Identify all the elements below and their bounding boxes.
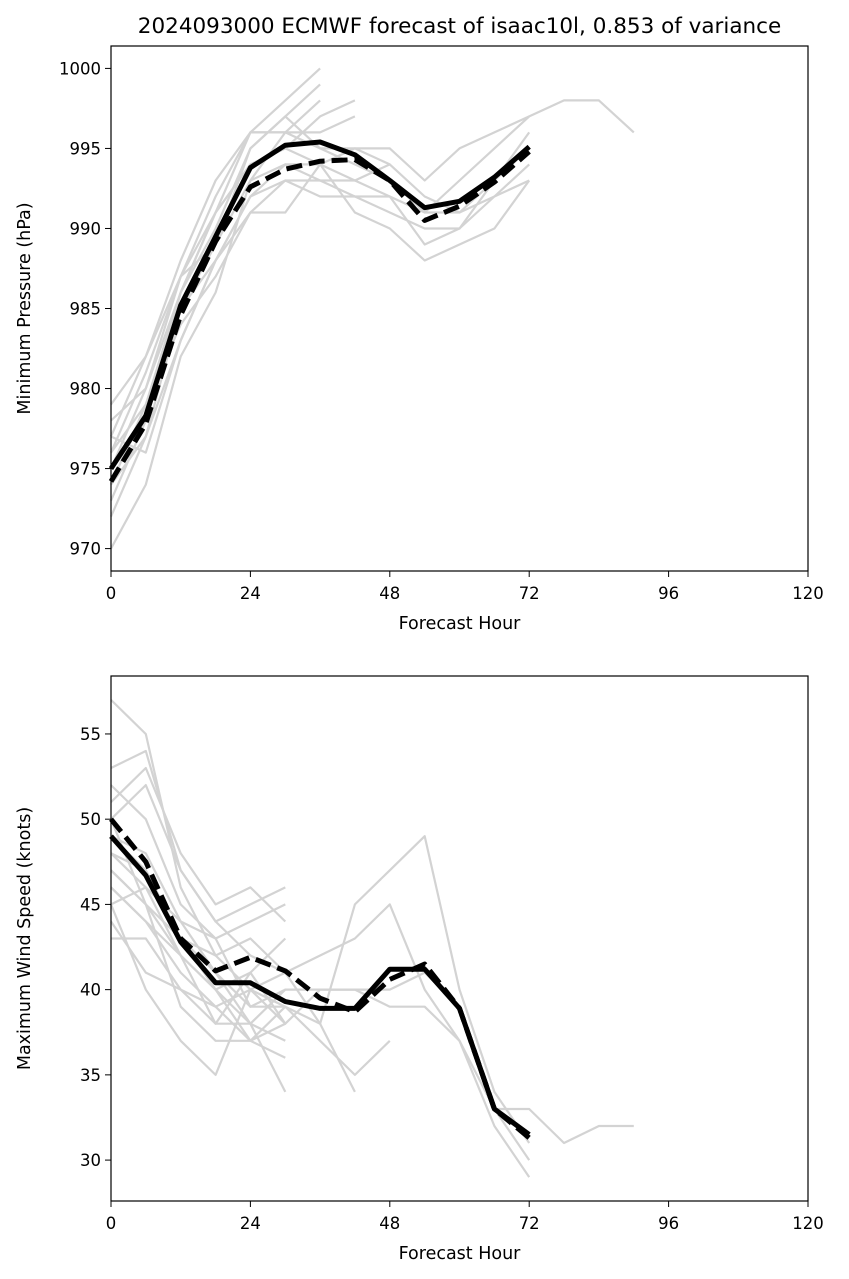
wind-x-axis-ticks: 0 24 48 72 96 120: [106, 1201, 824, 1233]
wind-y-tick-label: 40: [80, 981, 101, 1000]
wind-member-line-12: [109, 818, 286, 1042]
pressure-mean-line: [108, 139, 531, 470]
pressure-x-tick-label: 48: [379, 584, 400, 603]
wind-y-axis-label: Maximum Wind Speed (knots): [15, 807, 35, 1070]
pressure-x-tick-label: 0: [106, 584, 117, 603]
wind-median-line: [109, 817, 531, 1140]
pressure-x-tick-label: 96: [658, 584, 679, 603]
pressure-y-tick-label: 1000: [59, 59, 101, 78]
pressure-y-tick-label: 985: [70, 300, 102, 319]
wind-member-line-16: [110, 886, 531, 1178]
pressure-member-line-13: [110, 163, 391, 454]
wind-y-tick-label: 45: [80, 895, 101, 914]
pressure-x-tick-label: 72: [519, 584, 540, 603]
pressure-y-axis-label: Minimum Pressure (hPa): [15, 202, 35, 414]
wind-member-line-4: [110, 766, 287, 923]
pressure-member-line-12: [110, 131, 531, 454]
wind-x-tick-label: 96: [658, 1214, 679, 1233]
pressure-x-axis-ticks: 0 24 48 72 96 120: [106, 571, 824, 603]
pressure-member-line-2: [109, 99, 635, 518]
wind-member-line-17: [109, 903, 356, 1093]
wind-x-tick-label: 72: [519, 1214, 540, 1233]
pressure-median-series: [108, 149, 531, 483]
pressure-y-axis-ticks: 970 975 980 985 990 995 1000: [59, 59, 111, 559]
wind-y-tick-label: 35: [80, 1066, 101, 1085]
chart-title: 2024093000 ECMWF forecast of isaac10l, 0…: [138, 14, 781, 39]
pressure-y-tick-label: 990: [70, 219, 102, 238]
pressure-x-tick-label: 120: [792, 584, 824, 603]
pressure-y-tick-label: 970: [70, 540, 102, 559]
wind-x-tick-label: 0: [106, 1214, 117, 1233]
wind-member-line-3: [110, 784, 286, 940]
wind-y-tick-label: 30: [80, 1151, 101, 1170]
pressure-median-line: [108, 149, 531, 483]
pressure-mean-series: [108, 139, 531, 470]
pressure-x-tick-label: 24: [240, 584, 261, 603]
wind-member-line-6: [110, 835, 286, 1008]
pressure-chart: 0 24 48 72 96 120 970 975 980 985 990 995 1000 Fore…: [15, 45, 824, 634]
wind-x-tick-label: 48: [379, 1214, 400, 1233]
wind-plot-frame: [110, 675, 809, 1202]
wind-x-axis-label: Forecast Hour: [399, 1244, 522, 1264]
wind-median-series: [109, 817, 531, 1140]
pressure-ensemble-members: [109, 67, 635, 550]
wind-member-line-18: [110, 920, 391, 1077]
pressure-y-tick-label: 975: [70, 460, 102, 479]
wind-ensemble-members: [109, 699, 634, 1178]
wind-x-tick-label: 24: [240, 1214, 261, 1233]
wind-y-axis-ticks: 30 35 40 45 50 55: [80, 725, 111, 1170]
pressure-y-tick-label: 995: [70, 139, 102, 158]
wind-y-tick-label: 50: [80, 810, 101, 829]
wind-member-line-13: [110, 869, 634, 1145]
wind-y-tick-label: 55: [80, 725, 101, 744]
pressure-y-tick-label: 980: [70, 380, 102, 399]
wind-x-tick-label: 120: [792, 1214, 824, 1233]
pressure-x-axis-label: Forecast Hour: [399, 614, 522, 634]
pressure-plot-frame: [110, 45, 809, 572]
